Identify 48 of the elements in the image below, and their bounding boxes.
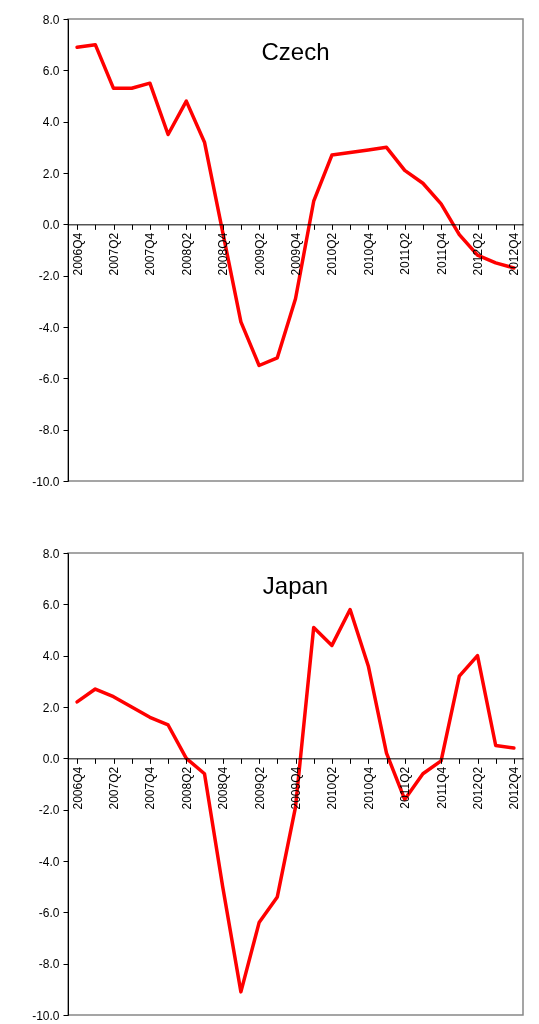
x-tick-label: 2010Q4 (361, 232, 376, 276)
y-tick-label: 6.0 (42, 597, 60, 612)
y-tick-label: 0.0 (42, 217, 60, 232)
x-tick-label: 2011Q2 (398, 766, 413, 809)
y-tick-label: 4.0 (42, 115, 60, 130)
x-tick-label: 2007Q2 (107, 232, 121, 276)
y-tick-label: 6.0 (42, 63, 60, 78)
x-tick-label: 2012Q4 (507, 232, 522, 276)
x-tick-label: 2012Q4 (507, 766, 522, 810)
x-tick-label: 2010Q2 (325, 766, 340, 810)
x-tick-label: 2009Q2 (252, 766, 267, 810)
x-tick-label: 2012Q2 (471, 766, 485, 810)
y-tick-label: 2.0 (42, 166, 60, 181)
x-tick-label: 2009Q4 (289, 766, 303, 810)
x-tick-label: 2009Q2 (252, 232, 267, 276)
x-tick-label: 2011Q2 (398, 232, 413, 275)
x-tick-label: 2010Q2 (325, 232, 340, 276)
y-tick-label: -8.0 (38, 957, 60, 972)
x-tick-label: 2008Q2 (179, 232, 194, 276)
x-tick-label: 2011Q4 (434, 766, 449, 809)
y-tick-label: -6.0 (38, 371, 60, 386)
y-tick-label: 0.0 (42, 751, 60, 766)
y-tick-label: 4.0 (42, 649, 60, 664)
x-tick-label: 2010Q4 (361, 766, 376, 810)
text: Czech (261, 38, 330, 65)
x-tick-label: 2007Q2 (107, 766, 121, 810)
x-tick-label: 2012Q2 (471, 232, 485, 276)
y-tick-label: -6.0 (38, 905, 60, 920)
x-tick-label: 2008Q4 (216, 232, 231, 276)
x-tick-label: 2007Q4 (143, 232, 158, 276)
x-tick-label: 2011Q4 (434, 232, 449, 275)
y-tick-label: -10.0 (32, 474, 60, 489)
y-tick-label: 2.0 (42, 700, 60, 715)
y-tick-label: 8.0 (42, 546, 60, 561)
y-tick-label: -4.0 (38, 320, 60, 335)
y-tick-label: -4.0 (38, 854, 60, 869)
x-tick-label: 2008Q2 (179, 766, 194, 810)
x-tick-label: 2006Q4 (70, 232, 85, 276)
x-tick-label: 2009Q4 (289, 232, 303, 276)
y-tick-label: -2.0 (38, 269, 60, 284)
x-tick-label: 2006Q4 (70, 766, 85, 810)
y-tick-label: -8.0 (38, 423, 60, 438)
text: Japan (262, 572, 329, 599)
y-tick-label: -10.0 (32, 1008, 60, 1023)
x-tick-label: 2008Q4 (216, 766, 231, 810)
y-tick-label: -2.0 (38, 803, 60, 818)
x-tick-label: 2007Q4 (143, 766, 158, 810)
y-tick-label: 8.0 (42, 12, 60, 27)
